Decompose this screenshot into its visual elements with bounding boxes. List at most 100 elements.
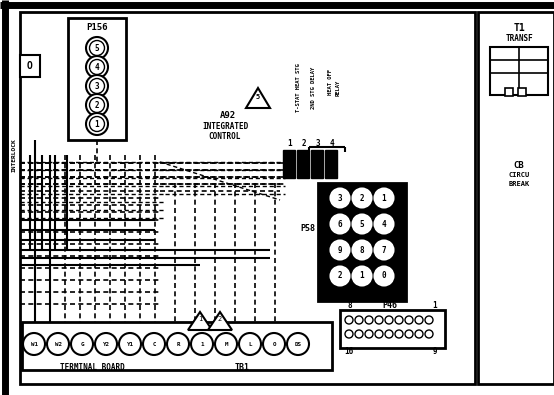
- Text: T-STAT HEAT STG: T-STAT HEAT STG: [295, 64, 300, 112]
- Bar: [518, 88, 526, 96]
- Circle shape: [167, 333, 189, 355]
- Circle shape: [352, 214, 372, 233]
- Text: BREAK: BREAK: [509, 181, 530, 187]
- Text: 1: 1: [360, 271, 365, 280]
- Circle shape: [95, 333, 117, 355]
- Text: 1: 1: [433, 301, 437, 310]
- Circle shape: [71, 333, 93, 355]
- Text: 1: 1: [95, 120, 99, 128]
- Text: 2: 2: [95, 100, 99, 109]
- Circle shape: [375, 330, 383, 338]
- Text: 8: 8: [360, 246, 365, 254]
- Circle shape: [331, 241, 350, 260]
- Text: TB1: TB1: [234, 363, 249, 372]
- Circle shape: [352, 188, 372, 207]
- Circle shape: [86, 37, 108, 59]
- Circle shape: [375, 241, 393, 260]
- Text: C: C: [152, 342, 156, 346]
- Text: P58: P58: [300, 224, 315, 233]
- Text: M: M: [224, 342, 228, 346]
- Circle shape: [355, 316, 363, 324]
- Circle shape: [385, 330, 393, 338]
- Text: 1: 1: [200, 342, 204, 346]
- Polygon shape: [246, 88, 270, 108]
- Bar: [283, 150, 295, 178]
- Text: 2: 2: [338, 271, 342, 280]
- Text: 4: 4: [382, 220, 386, 228]
- Circle shape: [23, 333, 45, 355]
- Text: T1: T1: [514, 23, 526, 33]
- Text: 1: 1: [198, 316, 202, 322]
- Circle shape: [375, 214, 393, 233]
- Text: W1: W1: [30, 342, 38, 346]
- Circle shape: [425, 316, 433, 324]
- Polygon shape: [208, 312, 232, 330]
- Text: O: O: [272, 342, 276, 346]
- Text: L: L: [248, 342, 252, 346]
- Text: O: O: [27, 61, 33, 71]
- Circle shape: [86, 75, 108, 97]
- Circle shape: [47, 333, 69, 355]
- Text: DOOR
INTERLOCK: DOOR INTERLOCK: [6, 138, 17, 172]
- Circle shape: [143, 333, 165, 355]
- Text: INTEGRATED: INTEGRATED: [202, 122, 248, 130]
- Text: HEAT OFF: HEAT OFF: [327, 69, 332, 95]
- Text: 5: 5: [360, 220, 365, 228]
- Text: G: G: [80, 342, 84, 346]
- Text: 2ND STG DELAY: 2ND STG DELAY: [310, 67, 315, 109]
- Circle shape: [405, 330, 413, 338]
- Bar: [478, 12, 554, 384]
- Text: 2: 2: [360, 194, 365, 203]
- Text: 3: 3: [95, 81, 99, 90]
- Text: 0: 0: [382, 271, 386, 280]
- Bar: [20, 12, 475, 384]
- Circle shape: [90, 60, 105, 75]
- Circle shape: [90, 117, 105, 132]
- Text: CIRCU: CIRCU: [509, 172, 530, 178]
- Text: 2: 2: [218, 316, 222, 322]
- Text: 3: 3: [316, 139, 320, 147]
- Text: P46: P46: [382, 301, 398, 310]
- Circle shape: [415, 330, 423, 338]
- Circle shape: [90, 79, 105, 94]
- Bar: [20, 55, 40, 77]
- Circle shape: [239, 333, 261, 355]
- Text: P156: P156: [86, 23, 107, 32]
- Polygon shape: [188, 312, 212, 330]
- Circle shape: [119, 333, 141, 355]
- Bar: [325, 150, 337, 178]
- Text: W2: W2: [54, 342, 61, 346]
- Text: 8: 8: [348, 301, 352, 310]
- Circle shape: [263, 333, 285, 355]
- Bar: [318, 183, 406, 301]
- Circle shape: [365, 330, 373, 338]
- Circle shape: [375, 188, 393, 207]
- Circle shape: [395, 330, 403, 338]
- Bar: [22, 322, 332, 370]
- Text: Y2: Y2: [102, 342, 110, 346]
- Circle shape: [375, 316, 383, 324]
- Text: 5: 5: [95, 43, 99, 53]
- Circle shape: [352, 267, 372, 286]
- Text: RELAY: RELAY: [336, 80, 341, 96]
- Bar: [68, 18, 126, 140]
- Circle shape: [395, 316, 403, 324]
- Circle shape: [331, 188, 350, 207]
- Text: 7: 7: [382, 246, 386, 254]
- Bar: [340, 310, 445, 348]
- Circle shape: [90, 98, 105, 113]
- Circle shape: [86, 113, 108, 135]
- Text: 2: 2: [302, 139, 306, 147]
- Text: 4: 4: [330, 139, 334, 147]
- Text: 9: 9: [433, 348, 437, 357]
- Text: 9: 9: [338, 246, 342, 254]
- Circle shape: [287, 333, 309, 355]
- Circle shape: [415, 316, 423, 324]
- Circle shape: [375, 267, 393, 286]
- Text: A92: A92: [220, 111, 236, 120]
- Text: 6: 6: [338, 220, 342, 228]
- Circle shape: [385, 316, 393, 324]
- Text: 1: 1: [288, 139, 293, 147]
- Circle shape: [86, 56, 108, 78]
- Text: 3: 3: [338, 194, 342, 203]
